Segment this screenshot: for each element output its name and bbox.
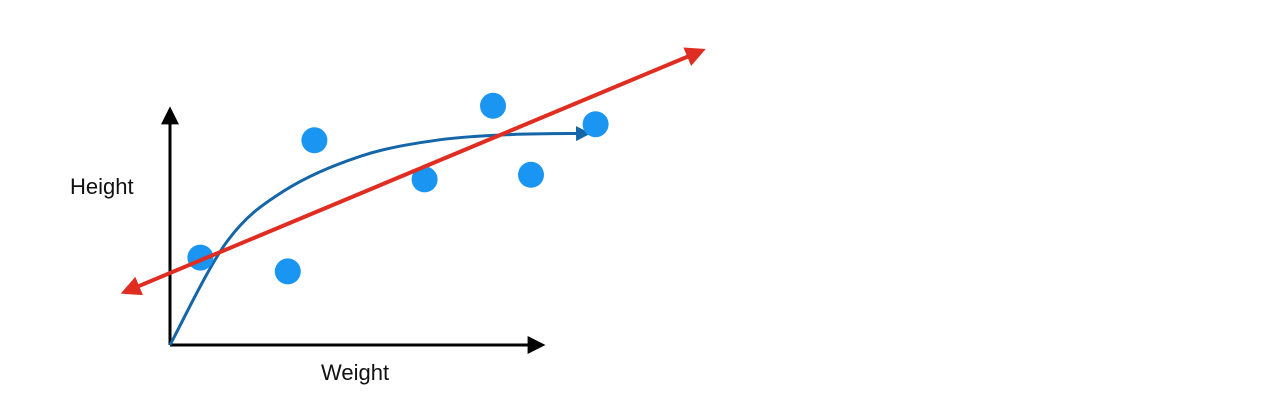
data-point-7: [583, 111, 609, 137]
data-point-3: [301, 127, 327, 153]
data-point-2: [275, 258, 301, 284]
x-axis-label: Weight: [321, 360, 389, 385]
y-axis-label: Height: [70, 174, 134, 199]
chart-marks: [124, 51, 702, 345]
data-point-5: [480, 93, 506, 119]
data-point-6: [518, 162, 544, 188]
linear-fit-line: [124, 51, 702, 293]
